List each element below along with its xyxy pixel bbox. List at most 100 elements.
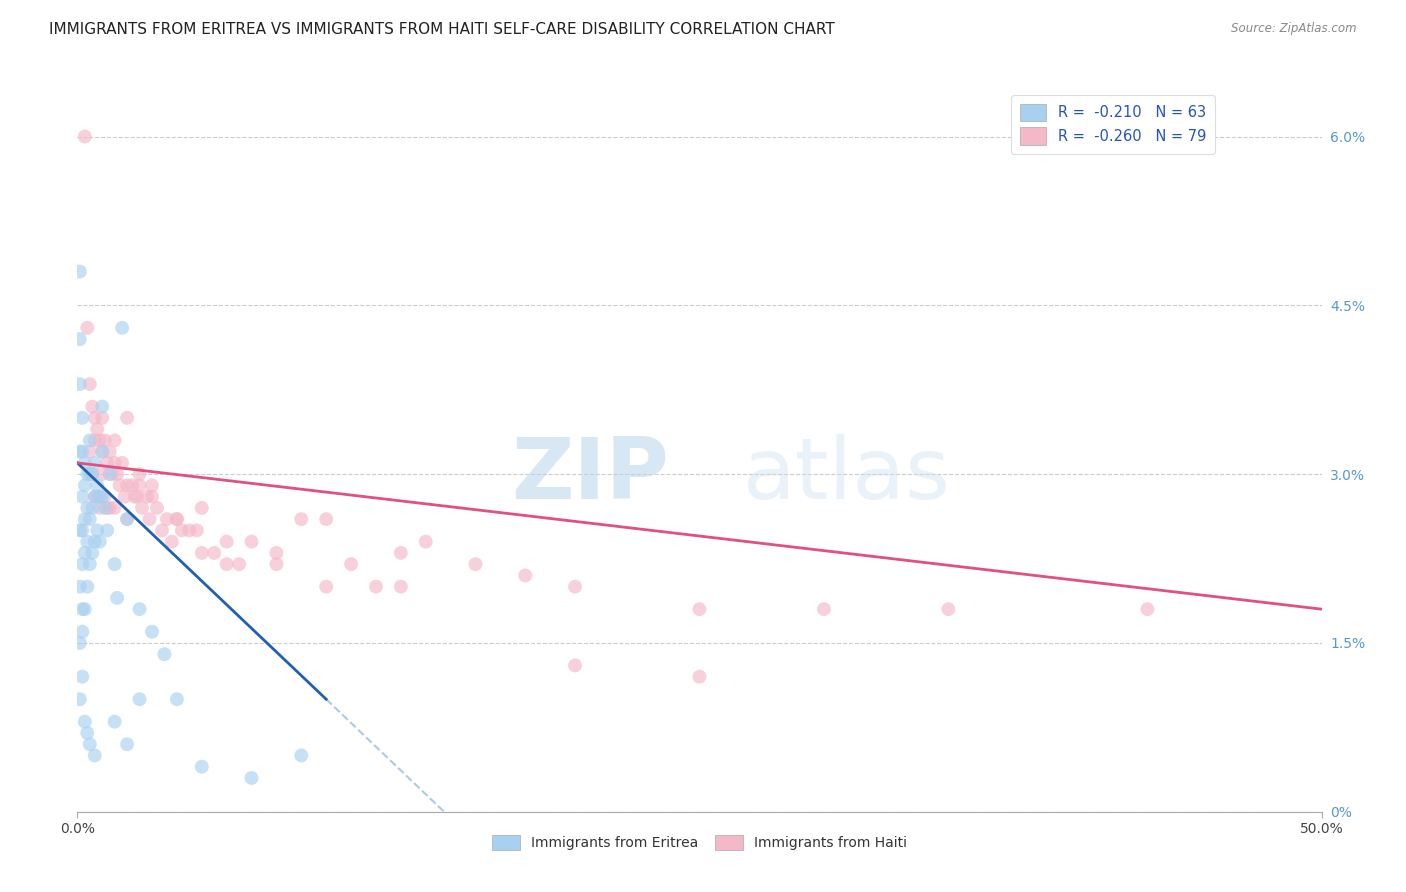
Text: ZIP: ZIP: [510, 434, 668, 516]
Point: [290, 748, 312, 763]
Point: [1136, 602, 1159, 616]
Point: [83, 434, 105, 448]
Point: [82, 400, 104, 414]
Point: [73, 129, 96, 144]
Point: [83, 490, 105, 504]
Point: [82, 546, 104, 560]
Point: [98, 500, 121, 515]
Point: [128, 692, 150, 706]
Point: [86, 422, 108, 436]
Point: [340, 557, 363, 571]
Point: [150, 524, 173, 538]
Point: [91, 444, 114, 458]
Point: [76, 467, 98, 482]
Point: [79, 377, 101, 392]
Point: [153, 647, 176, 661]
Point: [114, 490, 136, 504]
Point: [215, 534, 238, 549]
Point: [91, 444, 114, 458]
Point: [79, 434, 101, 448]
Point: [160, 534, 183, 549]
Point: [115, 737, 138, 751]
Point: [128, 602, 150, 616]
Point: [215, 557, 238, 571]
Point: [79, 467, 101, 482]
Point: [69, 377, 91, 392]
Point: [290, 512, 312, 526]
Point: [91, 410, 114, 425]
Point: [689, 602, 711, 616]
Point: [83, 490, 105, 504]
Point: [813, 602, 835, 616]
Point: [202, 546, 225, 560]
Point: [128, 478, 150, 492]
Point: [83, 410, 105, 425]
Point: [69, 332, 91, 346]
Point: [124, 490, 146, 504]
Point: [86, 524, 108, 538]
Text: atlas: atlas: [742, 434, 950, 516]
Point: [93, 500, 115, 515]
Point: [82, 467, 104, 482]
Point: [105, 591, 128, 605]
Point: [104, 714, 127, 729]
Point: [240, 771, 263, 785]
Point: [105, 467, 128, 482]
Point: [89, 534, 111, 549]
Point: [72, 624, 94, 639]
Point: [564, 658, 586, 673]
Point: [72, 444, 94, 458]
Point: [115, 512, 138, 526]
Point: [73, 714, 96, 729]
Point: [79, 737, 101, 751]
Point: [83, 748, 105, 763]
Point: [83, 534, 105, 549]
Point: [73, 546, 96, 560]
Point: [69, 524, 91, 538]
Point: [128, 467, 150, 482]
Point: [69, 580, 91, 594]
Point: [266, 557, 288, 571]
Point: [79, 444, 101, 458]
Point: [689, 670, 711, 684]
Point: [464, 557, 486, 571]
Point: [111, 456, 134, 470]
Point: [69, 692, 91, 706]
Point: [170, 524, 193, 538]
Point: [141, 490, 163, 504]
Point: [315, 580, 337, 594]
Point: [266, 546, 288, 560]
Point: [93, 490, 115, 504]
Point: [76, 534, 98, 549]
Point: [98, 444, 121, 458]
Text: Source: ZipAtlas.com: Source: ZipAtlas.com: [1232, 22, 1357, 36]
Point: [96, 456, 118, 470]
Point: [73, 512, 96, 526]
Point: [515, 568, 537, 582]
Point: [72, 410, 94, 425]
Point: [96, 500, 118, 515]
Point: [104, 434, 127, 448]
Point: [86, 478, 108, 492]
Point: [86, 490, 108, 504]
Point: [228, 557, 250, 571]
Point: [115, 410, 138, 425]
Point: [79, 557, 101, 571]
Point: [415, 534, 437, 549]
Point: [76, 580, 98, 594]
Point: [564, 580, 586, 594]
Point: [69, 264, 91, 278]
Point: [125, 490, 148, 504]
Point: [73, 602, 96, 616]
Point: [89, 434, 111, 448]
Point: [115, 512, 138, 526]
Point: [141, 478, 163, 492]
Point: [76, 500, 98, 515]
Point: [93, 434, 115, 448]
Point: [364, 580, 387, 594]
Point: [191, 546, 214, 560]
Point: [240, 534, 263, 549]
Point: [82, 467, 104, 482]
Point: [89, 490, 111, 504]
Point: [91, 490, 114, 504]
